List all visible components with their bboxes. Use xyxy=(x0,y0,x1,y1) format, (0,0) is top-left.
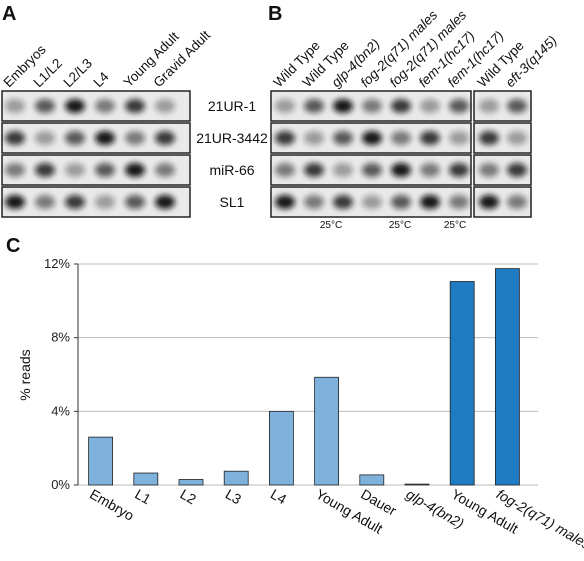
temperature-label: 25°C xyxy=(320,220,342,231)
y-axis-label: % reads xyxy=(17,349,33,400)
bar xyxy=(314,376,340,486)
blot-band xyxy=(35,131,55,145)
panel-label: C xyxy=(6,235,20,257)
blot-band xyxy=(275,131,295,145)
blot-band xyxy=(333,163,353,177)
blot-band xyxy=(275,163,295,177)
y-tick-label: 8% xyxy=(51,330,70,345)
blot-band xyxy=(479,195,499,209)
temperature-label: 25°C xyxy=(444,220,466,231)
bar xyxy=(359,474,385,486)
blot-band xyxy=(304,99,324,113)
blot-band xyxy=(125,163,145,177)
blot-band xyxy=(449,163,469,177)
blot-band xyxy=(95,99,115,113)
blot-band xyxy=(391,131,411,145)
blot-band xyxy=(449,99,469,113)
temperature-label: 25°C xyxy=(389,220,411,231)
blot-band xyxy=(479,131,499,145)
blot-band xyxy=(95,163,115,177)
blot-band xyxy=(304,195,324,209)
blot-band xyxy=(95,195,115,209)
row-label: 21UR-1 xyxy=(208,98,256,114)
blot-band xyxy=(155,195,175,209)
blot-band xyxy=(155,131,175,145)
bar xyxy=(494,268,520,486)
blot-band xyxy=(479,99,499,113)
bar xyxy=(223,470,249,486)
blot-band xyxy=(449,131,469,145)
y-tick-label: 4% xyxy=(51,403,70,418)
blot-band xyxy=(333,99,353,113)
blot-band xyxy=(333,195,353,209)
blot-band xyxy=(391,99,411,113)
y-tick-label: 0% xyxy=(51,477,70,492)
blot-band xyxy=(391,195,411,209)
bar xyxy=(88,436,113,486)
blot-band xyxy=(5,163,25,177)
row-label: 21UR-3442 xyxy=(196,130,268,146)
blot-band xyxy=(507,195,527,209)
blot-band xyxy=(125,195,145,209)
blot-band xyxy=(449,195,469,209)
x-tick-label: L3 xyxy=(223,486,245,508)
lane-label: L4 xyxy=(91,69,113,91)
lane-label: L2/L3 xyxy=(61,56,96,91)
blot-band xyxy=(507,131,527,145)
blot-band xyxy=(275,195,295,209)
blot-band xyxy=(362,131,382,145)
blot-band xyxy=(155,163,175,177)
x-tick-label: L4 xyxy=(268,486,290,508)
bar xyxy=(449,281,475,486)
blot-band xyxy=(65,163,85,177)
blot-band xyxy=(420,195,440,209)
blot-band xyxy=(125,131,145,145)
blot-band xyxy=(420,131,440,145)
panel-label: B xyxy=(268,3,282,25)
x-tick-label: L2 xyxy=(178,486,200,508)
bar xyxy=(178,479,204,486)
blot-band xyxy=(65,131,85,145)
x-tick-label: Embryo xyxy=(87,486,137,524)
blot-band xyxy=(95,131,115,145)
blot-band xyxy=(35,99,55,113)
blot-band xyxy=(362,99,382,113)
blot-band xyxy=(479,163,499,177)
blot-band xyxy=(65,195,85,209)
blot-band xyxy=(275,99,295,113)
row-label: miR-66 xyxy=(209,162,254,178)
bar xyxy=(404,483,430,486)
y-tick-label: 12% xyxy=(44,256,70,271)
blot-band xyxy=(304,131,324,145)
blot-band xyxy=(362,163,382,177)
blot-band xyxy=(125,99,145,113)
blot-band xyxy=(333,131,353,145)
blot-band xyxy=(507,99,527,113)
blot-band xyxy=(155,99,175,113)
bar xyxy=(268,410,294,486)
blot-band xyxy=(420,99,440,113)
panel-label: A xyxy=(2,3,16,25)
blot-band xyxy=(304,163,324,177)
blot-band xyxy=(362,195,382,209)
blot-band xyxy=(5,195,25,209)
blot-band xyxy=(35,195,55,209)
blot-band xyxy=(391,163,411,177)
blot-band xyxy=(420,163,440,177)
row-label: SL1 xyxy=(220,194,245,210)
blot-band xyxy=(5,131,25,145)
blot-band xyxy=(5,99,25,113)
blot-band xyxy=(35,163,55,177)
x-tick-label: L1 xyxy=(132,486,154,508)
bar xyxy=(133,472,159,486)
blot-band xyxy=(507,163,527,177)
blot-band xyxy=(65,99,85,113)
